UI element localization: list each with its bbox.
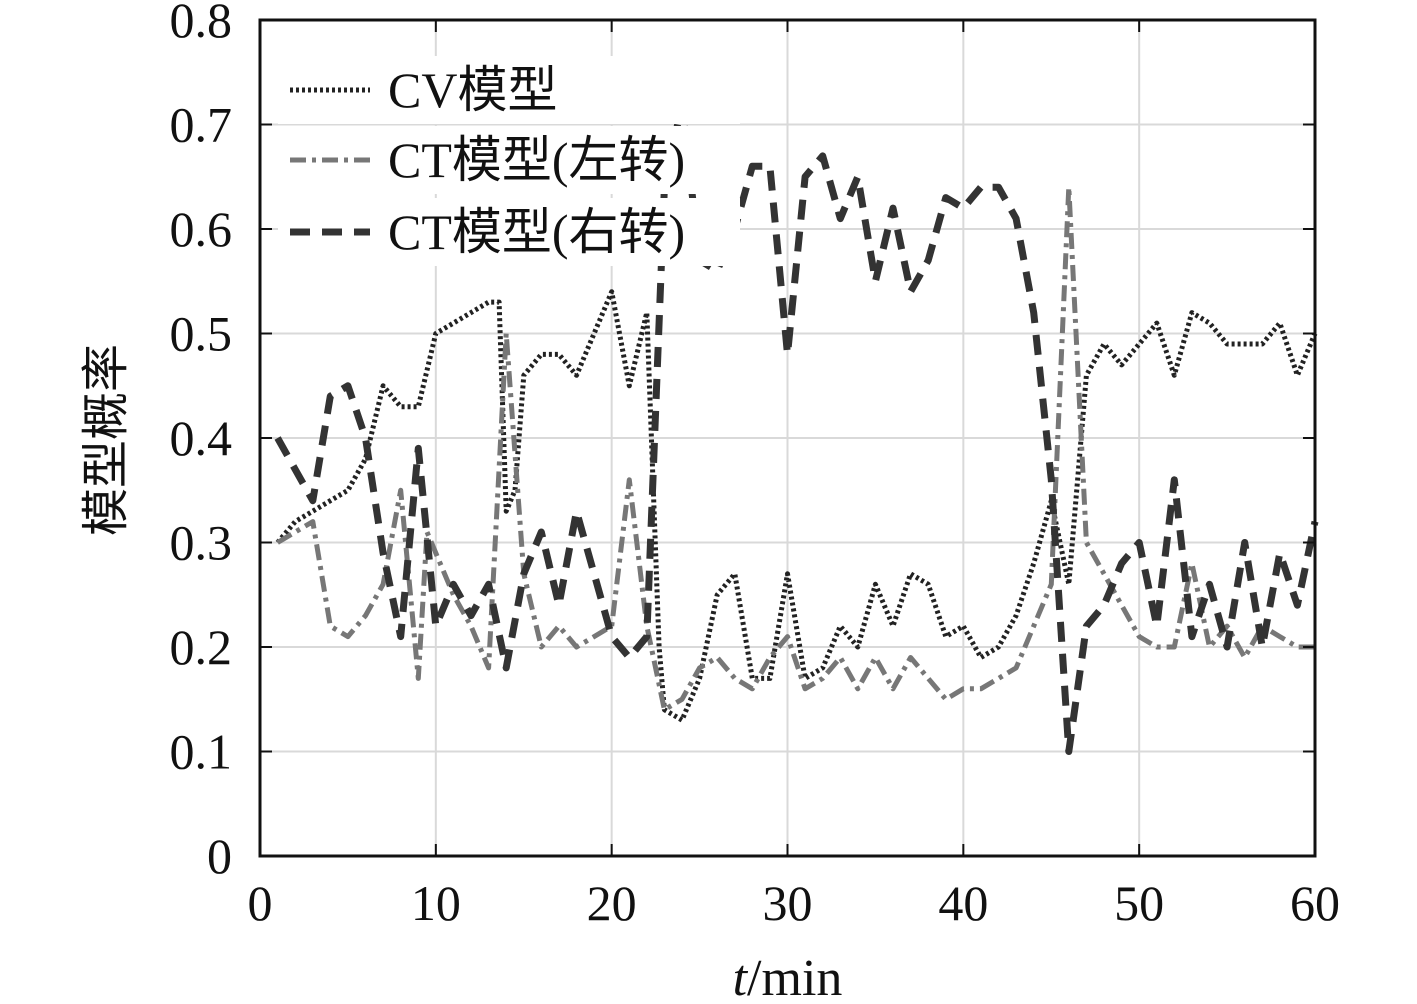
y-axis-label: 模型概率 — [80, 344, 133, 536]
y-tick-label: 0 — [207, 828, 232, 884]
y-tick-label: 0.2 — [170, 619, 233, 675]
series-ct-right-line — [274, 100, 1319, 755]
y-tick-label: 0.3 — [170, 515, 233, 571]
axes: 0 10 20 30 40 50 60 0 0.1 0.2 0.3 0.4 0.5 0.6 0.7 0.8 t/… — [80, 0, 1340, 1004]
legend-ct-left-label: CT模型(左转) — [388, 132, 685, 188]
series-layer — [274, 100, 1319, 755]
x-tick-label: 30 — [763, 875, 813, 931]
legend-cv-label: CV模型 — [388, 62, 557, 118]
y-tick-label: 0.1 — [170, 724, 233, 780]
y-tick-label: 0.6 — [170, 201, 233, 257]
x-axis-label: t/min — [733, 950, 843, 999]
y-tick-label: 0.7 — [170, 97, 233, 153]
x-tick-label: 10 — [411, 875, 461, 931]
series-cv-line — [275, 289, 1318, 723]
legend-cv-bg — [278, 56, 740, 124]
x-axis-label-variable: t — [733, 950, 749, 999]
x-tick-label: 50 — [1114, 875, 1164, 931]
x-tick-label: 20 — [587, 875, 637, 931]
x-axis-label-unit: /min — [747, 950, 842, 999]
x-tick-label: 0 — [248, 875, 273, 931]
y-tick-label: 0.8 — [170, 0, 233, 48]
legend-ct-right-label: CT模型(右转) — [388, 204, 685, 260]
x-tick-label: 40 — [938, 875, 988, 931]
legend: CV模型 CT模型(左转) CT模型(右转) — [278, 56, 740, 266]
y-tick-label: 0.5 — [170, 306, 233, 362]
series-ct-left-line — [276, 184, 1315, 713]
x-tick-label: 60 — [1290, 875, 1340, 931]
y-tick-label: 0.4 — [170, 410, 233, 466]
